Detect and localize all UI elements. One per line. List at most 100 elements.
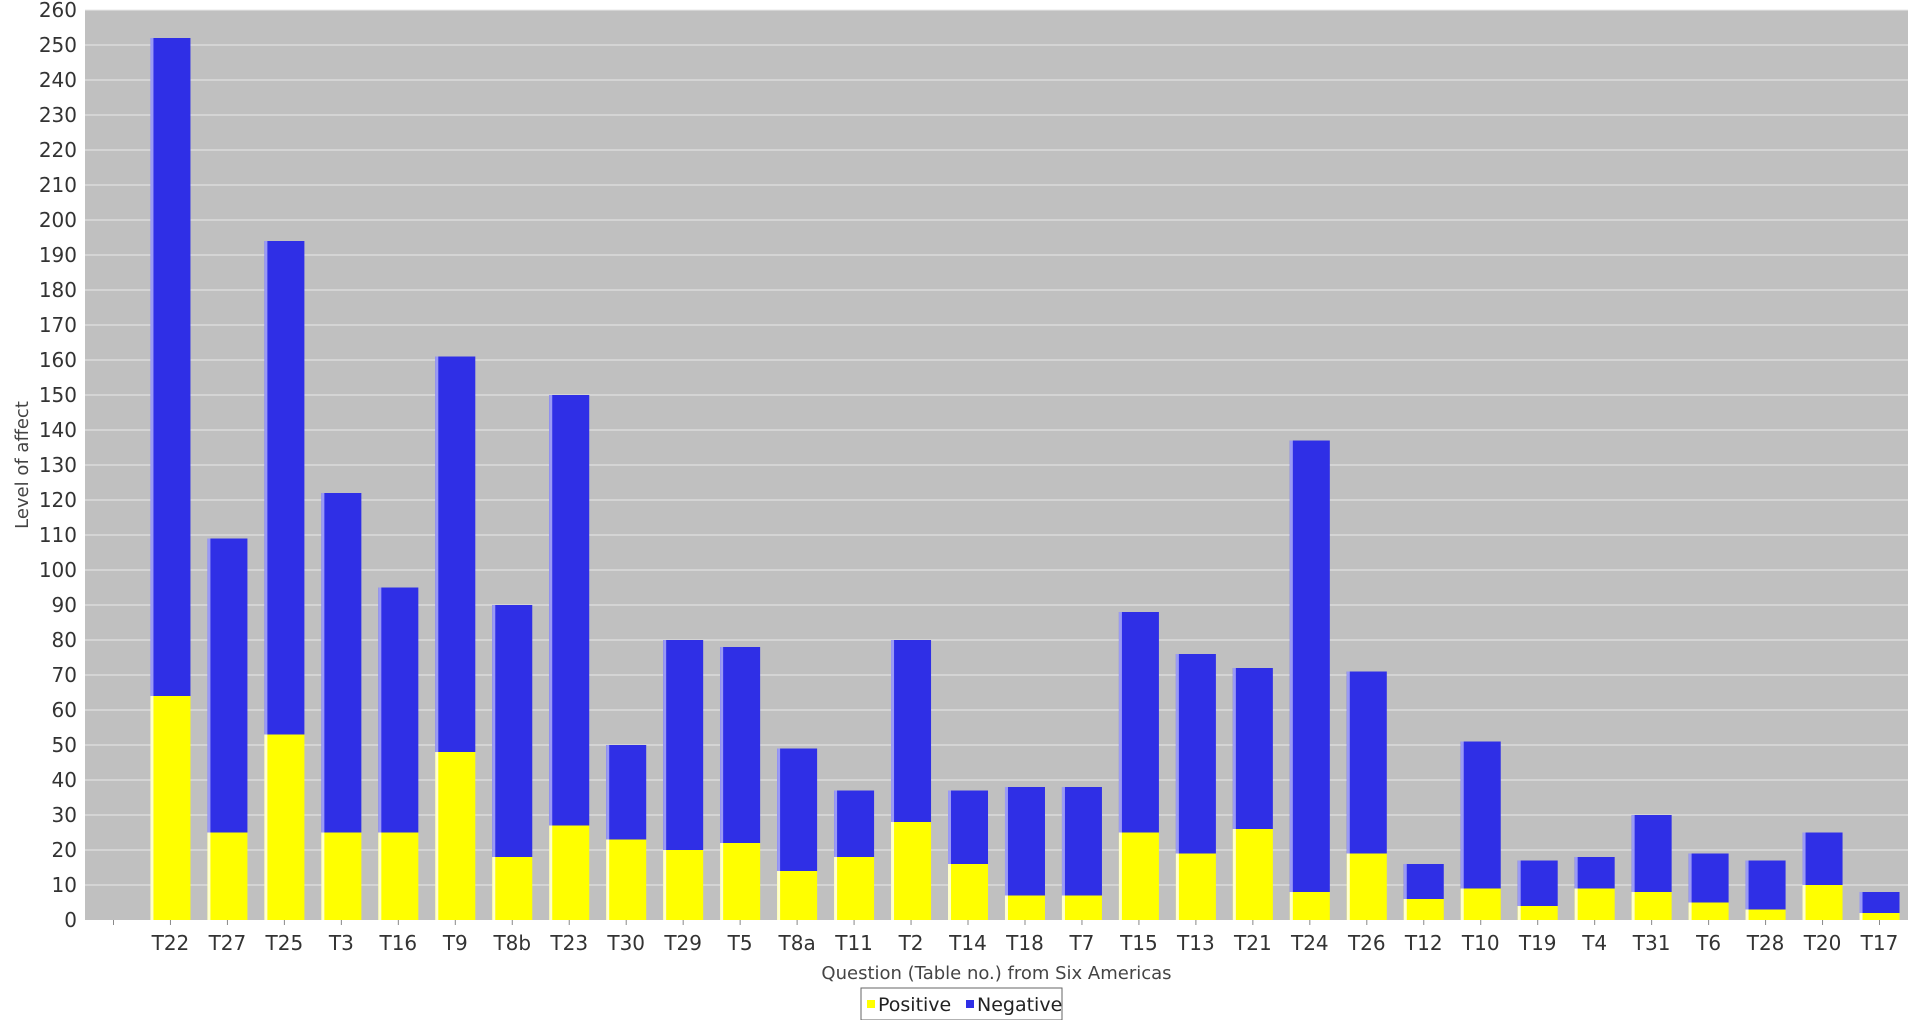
bar-segment-negative [378, 587, 419, 833]
y-tick-label: 260 [39, 0, 77, 22]
x-axis-title: Question (Table no.) from Six Americas [821, 963, 1171, 984]
x-tick-label: T29 [663, 931, 702, 955]
bar-segment-negative-highlight [834, 790, 838, 857]
bar-segment-negative [891, 640, 932, 822]
y-tick-label: 170 [39, 313, 77, 337]
legend-label-positive: Positive [878, 994, 951, 1016]
y-tick-label: 10 [52, 873, 77, 897]
y-tick-label: 60 [52, 698, 77, 722]
bar-segment-negative [1232, 668, 1273, 829]
bar-segment-negative [1460, 741, 1501, 889]
y-tick-label: 40 [52, 768, 77, 792]
bar-segment-negative [264, 241, 305, 735]
y-tick-label: 150 [39, 383, 77, 407]
bar-segment-negative-highlight [948, 790, 952, 864]
bar-segment-negative [777, 748, 818, 871]
legend-swatch-positive [867, 1000, 875, 1008]
bar-segment-negative-highlight [1460, 741, 1464, 889]
bar-segment-negative-highlight [1517, 860, 1521, 906]
bar-segment-negative-highlight [1802, 832, 1806, 885]
x-tick-label: T28 [1746, 931, 1785, 955]
x-tick-label: T23 [549, 931, 588, 955]
bar-segment-negative [492, 605, 533, 857]
bars [150, 38, 1900, 920]
x-tick-label: T7 [1068, 931, 1094, 955]
bar-segment-positive-highlight [1517, 906, 1521, 920]
bar-segment-negative-highlight [1631, 815, 1635, 892]
bar-segment-positive [1631, 892, 1672, 920]
x-tick-label: T19 [1518, 931, 1557, 955]
bar-segment-positive-highlight [321, 832, 325, 920]
bar-segment-positive-highlight [1403, 899, 1407, 920]
bar-segment-positive-highlight [1118, 832, 1122, 920]
y-tick-label: 210 [39, 173, 77, 197]
y-tick-label: 70 [52, 663, 77, 687]
bar-segment-negative-highlight [1574, 857, 1578, 889]
bar-segment-negative-highlight [1745, 860, 1749, 910]
bar-segment-positive [1289, 892, 1330, 920]
bar-segment-positive-highlight [891, 822, 895, 920]
x-tick-label: T24 [1290, 931, 1329, 955]
x-tick-label: T25 [265, 931, 304, 955]
x-tick-label: T9 [442, 931, 468, 955]
bar-segment-positive [492, 857, 533, 920]
x-tick-label: T31 [1632, 931, 1671, 955]
bar-segment-negative [948, 790, 989, 864]
bar-segment-positive-highlight [1688, 902, 1692, 920]
x-tick-label: T8a [778, 931, 816, 955]
x-axis: T22 T27 T25 T3 T16 T9 T8b T23 T30 T29 T5 T8a T11 T2 T1… [112, 920, 1898, 955]
bar-segment-negative-highlight [1346, 671, 1350, 854]
bar-segment-positive-highlight [948, 864, 952, 920]
bar-segment-positive [150, 696, 191, 920]
x-tick-label: T8b [492, 931, 531, 955]
bar-segment-negative [1175, 654, 1216, 854]
bar-segment-negative-highlight [1175, 654, 1179, 854]
y-axis-title: Level of affect [12, 401, 33, 529]
y-tick-label: 20 [52, 838, 77, 862]
y-axis: 0 10 20 30 40 50 60 70 80 90 100 110 120 130 140 150 160… [39, 0, 77, 932]
bar-segment-negative-highlight [207, 538, 211, 833]
bar-segment-negative-highlight [264, 241, 268, 735]
x-tick-label: T18 [1005, 931, 1044, 955]
bar-segment-negative-highlight [1403, 864, 1407, 899]
legend-frame [860, 987, 1063, 1020]
x-tick-label: T5 [727, 931, 753, 955]
bar-segment-negative [606, 745, 647, 840]
bar-segment-positive [1061, 895, 1102, 920]
bar-segment-negative-highlight [1859, 892, 1863, 913]
bar-segment-negative [1574, 857, 1615, 889]
bar-segment-negative [1403, 864, 1444, 899]
bar-segment-positive-highlight [1346, 853, 1350, 920]
y-tick-label: 220 [39, 138, 77, 162]
legend-label-negative: Negative [977, 994, 1062, 1016]
x-tick-label: T20 [1803, 931, 1842, 955]
bar-segment-negative-highlight [1004, 787, 1008, 896]
bar-segment-positive-highlight [1004, 895, 1008, 920]
bar-segment-positive-highlight [264, 734, 268, 920]
bar-segment-positive [378, 832, 419, 920]
bar-segment-positive [549, 825, 590, 920]
x-tick-label: T27 [208, 931, 247, 955]
x-tick-label: T15 [1119, 931, 1158, 955]
x-tick-label: T6 [1695, 931, 1721, 955]
bar-segment-negative [720, 647, 761, 843]
bar-segment-positive [720, 843, 761, 920]
bar-segment-negative [321, 493, 362, 833]
bar-segment-negative [1631, 815, 1672, 892]
bar-segment-positive-highlight [207, 832, 211, 920]
bar-segment-positive [1688, 902, 1729, 920]
x-tick-label: T11 [834, 931, 873, 955]
bar-segment-positive [891, 822, 932, 920]
bar-segment-positive [207, 832, 248, 920]
bar-segment-positive-highlight [1745, 909, 1749, 920]
bar-segment-positive-highlight [1802, 885, 1806, 920]
bar-segment-positive [1403, 899, 1444, 920]
bar-segment-positive-highlight [1859, 913, 1863, 920]
bar-segment-negative [1859, 892, 1900, 913]
bar-segment-negative [1118, 612, 1159, 833]
y-tick-label: 90 [52, 593, 77, 617]
x-tick-label: T30 [606, 931, 645, 955]
y-tick-label: 240 [39, 68, 77, 92]
bar-segment-positive [1517, 906, 1558, 920]
bar-segment-negative [150, 38, 191, 696]
